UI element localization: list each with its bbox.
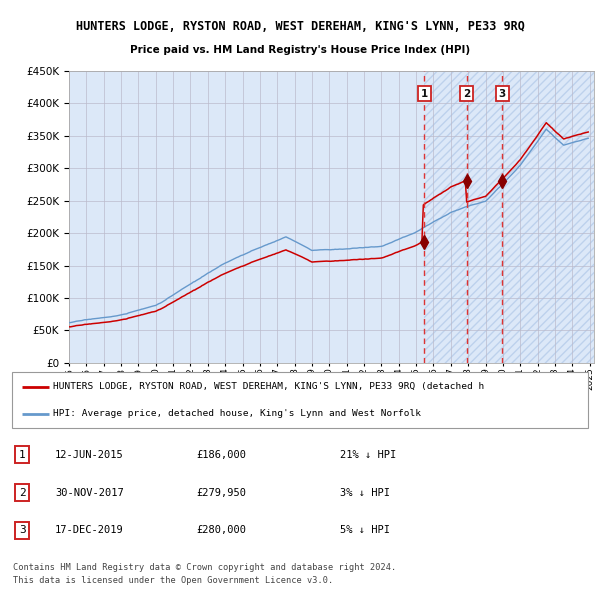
Text: 21% ↓ HPI: 21% ↓ HPI (340, 450, 397, 460)
Text: 30-NOV-2017: 30-NOV-2017 (55, 488, 124, 497)
Text: 2: 2 (463, 88, 470, 99)
Text: £279,950: £279,950 (196, 488, 247, 497)
Text: Price paid vs. HM Land Registry's House Price Index (HPI): Price paid vs. HM Land Registry's House … (130, 45, 470, 55)
Text: 3% ↓ HPI: 3% ↓ HPI (340, 488, 391, 497)
FancyBboxPatch shape (12, 372, 588, 428)
Text: 5% ↓ HPI: 5% ↓ HPI (340, 526, 391, 535)
Text: HPI: Average price, detached house, King's Lynn and West Norfolk: HPI: Average price, detached house, King… (53, 409, 421, 418)
Text: £280,000: £280,000 (196, 526, 247, 535)
Text: 1: 1 (421, 88, 428, 99)
Text: 2: 2 (19, 488, 26, 497)
Text: This data is licensed under the Open Government Licence v3.0.: This data is licensed under the Open Gov… (13, 576, 334, 585)
Bar (424, 71, 594, 363)
Text: 17-DEC-2019: 17-DEC-2019 (55, 526, 124, 535)
Text: HUNTERS LODGE, RYSTON ROAD, WEST DEREHAM, KING'S LYNN, PE33 9RQ (detached h: HUNTERS LODGE, RYSTON ROAD, WEST DEREHAM… (53, 382, 485, 391)
Text: 3: 3 (499, 88, 506, 99)
Text: 12-JUN-2015: 12-JUN-2015 (55, 450, 124, 460)
Text: Contains HM Land Registry data © Crown copyright and database right 2024.: Contains HM Land Registry data © Crown c… (13, 563, 397, 572)
Text: £186,000: £186,000 (196, 450, 247, 460)
Text: 3: 3 (19, 526, 26, 535)
Bar (424, 71, 594, 363)
Text: HUNTERS LODGE, RYSTON ROAD, WEST DEREHAM, KING'S LYNN, PE33 9RQ: HUNTERS LODGE, RYSTON ROAD, WEST DEREHAM… (76, 20, 524, 33)
Text: 1: 1 (19, 450, 26, 460)
